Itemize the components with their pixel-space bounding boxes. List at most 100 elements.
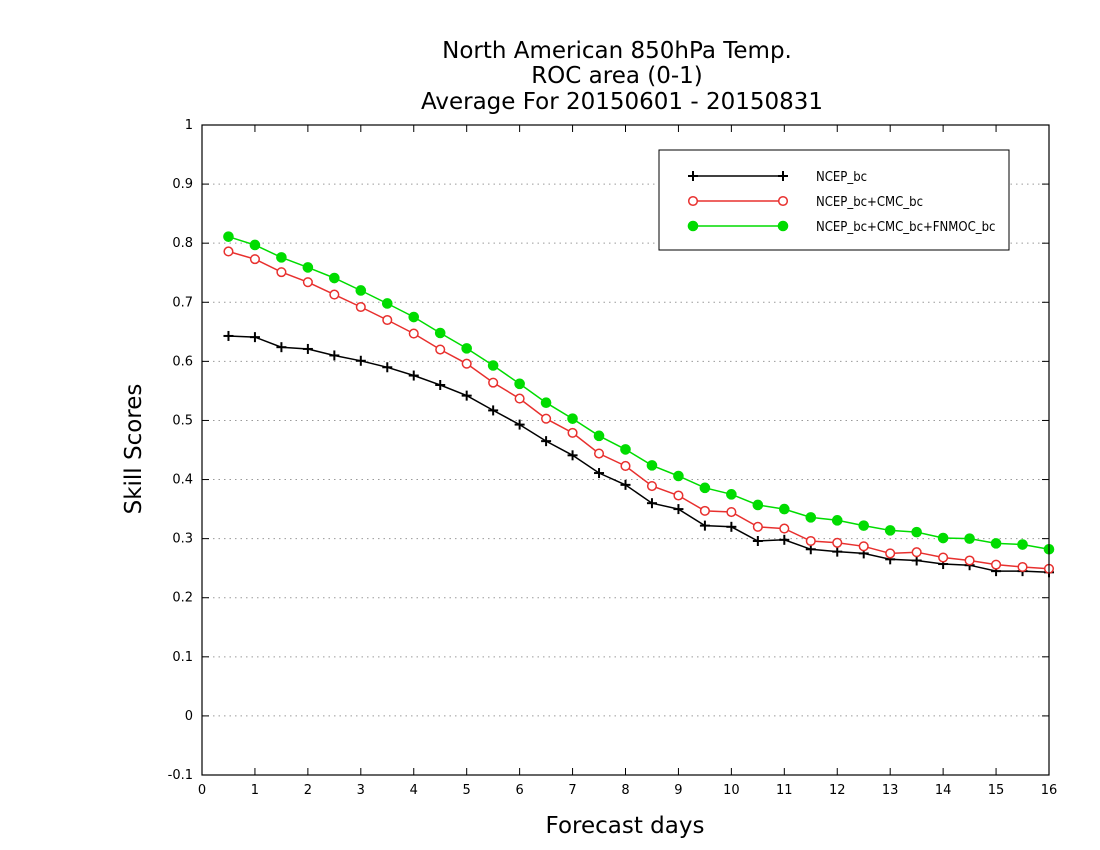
- chart-title: North American 850hPa Temp. ROC area (0-…: [421, 38, 823, 115]
- x-tick-label: 16: [1041, 783, 1058, 798]
- series-3-point: [223, 231, 234, 242]
- series-2-point: [885, 548, 896, 559]
- y-tick-label: 0.7: [172, 295, 193, 310]
- series-3-point: [673, 470, 684, 482]
- series-2-point: [1017, 561, 1028, 573]
- series-2-point: [938, 552, 949, 563]
- series-3-point: [567, 413, 578, 424]
- x-axis-label: Forecast days: [546, 813, 705, 839]
- series-3-point: [329, 272, 340, 284]
- series-3-point: [381, 298, 393, 309]
- series-3-point: [911, 526, 922, 538]
- series-1-point: [646, 498, 657, 509]
- x-tick-label: 0: [198, 783, 206, 798]
- legend-entry-2: NCEP_bc+CMC_bc: [687, 195, 923, 210]
- y-tick-label: 0.4: [172, 473, 193, 488]
- series-2-point: [964, 555, 975, 566]
- series-2-point: [858, 541, 869, 552]
- series-3-line: [228, 235, 1050, 551]
- legend-label: NCEP_bc+CMC_bc: [816, 195, 923, 210]
- series-3-point: [699, 482, 711, 494]
- title-line-3: Average For 20150601 - 20150831: [421, 89, 823, 115]
- legend: NCEP_bc NCEP_bc+CMC_bc NCEP_bc+CMC_bc+FNMO…: [658, 149, 1010, 251]
- series-1-point: [779, 534, 790, 545]
- x-tick-label: 11: [776, 783, 793, 798]
- x-tick-label: 6: [515, 783, 523, 798]
- grid: [202, 183, 1049, 717]
- series-1-point: [726, 521, 737, 532]
- series-1-point: [673, 504, 684, 515]
- series-2-point: [991, 559, 1002, 570]
- series-2-line: [228, 250, 1050, 570]
- series-3-point: [884, 525, 896, 536]
- series-2-point: [779, 523, 790, 534]
- x-tick-label: 15: [988, 783, 1005, 798]
- series-2-point: [699, 505, 710, 516]
- x-tick-label: 12: [829, 783, 846, 798]
- series-1-point: [620, 479, 631, 490]
- series-3-point: [249, 239, 261, 251]
- series-area: [223, 231, 1055, 578]
- series-3-point: [302, 262, 314, 273]
- legend-marker-start: [687, 195, 699, 207]
- series-1-point: [461, 390, 472, 401]
- series-2-point: [805, 535, 816, 547]
- series-2: [223, 246, 1055, 574]
- y-tick-label: 0.9: [172, 177, 193, 192]
- series-3-point: [355, 285, 367, 296]
- series-3-point: [461, 343, 472, 354]
- series-1-point: [223, 330, 234, 341]
- series-1-point: [276, 342, 287, 353]
- series-1-point: [382, 362, 393, 373]
- x-tick-label: 13: [882, 783, 899, 798]
- series-2-point: [541, 413, 552, 424]
- y-tick-label: 0.6: [172, 354, 193, 369]
- x-tick-label: 8: [621, 783, 629, 798]
- series-1-point: [541, 436, 552, 447]
- series-2-point: [249, 254, 260, 265]
- series-1-point: [752, 536, 763, 546]
- series-1-point: [699, 520, 710, 531]
- legend-label: NCEP_bc+CMC_bc+FNMOC_bc: [816, 220, 995, 235]
- series-3-point: [646, 460, 658, 471]
- series-2-point: [302, 277, 313, 288]
- series-3-point: [726, 489, 737, 500]
- series-2-point: [752, 521, 763, 532]
- x-tick-label: 3: [357, 783, 365, 798]
- series-3-point: [937, 532, 949, 544]
- y-tick-label: 0: [185, 709, 193, 724]
- series-3-point: [408, 311, 420, 323]
- x-tick-label: 14: [935, 783, 952, 798]
- series-1: [223, 330, 1054, 578]
- series-2-point: [329, 289, 340, 300]
- series-1-point: [594, 468, 605, 479]
- series-1-point: [488, 405, 499, 416]
- x-tick-label: 9: [674, 783, 682, 798]
- x-tick-label: 7: [568, 783, 576, 798]
- series-2-point: [673, 490, 684, 501]
- series-2-point: [488, 377, 499, 388]
- y-tick-label: 0.2: [172, 591, 193, 606]
- x-tick-label: 1: [251, 783, 259, 798]
- series-3-point: [540, 397, 552, 409]
- series-3-point: [434, 327, 446, 339]
- legend-entry-1: NCEP_bc: [688, 170, 867, 185]
- x-tick-label: 10: [723, 783, 740, 798]
- y-tick-label: 0.8: [172, 236, 193, 251]
- legend-marker-end: [777, 220, 789, 232]
- x-tick-label: 5: [463, 783, 471, 798]
- series-3-point: [752, 499, 764, 511]
- series-2-point: [276, 267, 287, 278]
- series-3-point: [1017, 539, 1028, 550]
- axis-ticks: -0.100.10.20.30.40.50.60.70.80.910 1 2 3 4 5 6…: [168, 118, 1058, 798]
- series-2-point: [832, 537, 843, 548]
- series-3: [223, 231, 1055, 555]
- series-3-point: [487, 360, 499, 371]
- legend-marker-start: [688, 171, 698, 181]
- series-2-point: [620, 460, 631, 472]
- series-2-point: [726, 506, 737, 518]
- y-tick-label: 0.3: [172, 532, 193, 547]
- legend-entry-3: NCEP_bc+CMC_bc+FNMOC_bc: [687, 220, 995, 235]
- y-tick-label: 0.5: [172, 413, 193, 428]
